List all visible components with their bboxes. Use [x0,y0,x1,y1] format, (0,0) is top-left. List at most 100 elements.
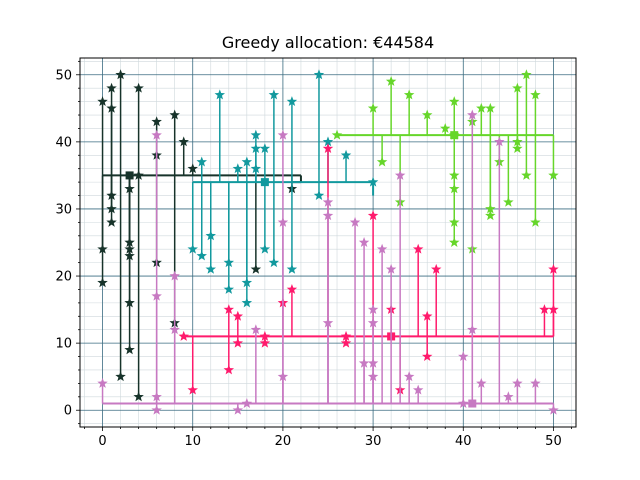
series-0-point [124,237,135,247]
series-4-hub [468,399,477,408]
series-0-point [169,109,180,120]
x-tick-label: 10 [184,434,201,449]
series-4-point [548,404,559,415]
x-tick-label: 0 [98,434,106,449]
series-4-point [503,391,514,402]
series-4-point [151,129,162,140]
series-2-point [421,109,433,120]
series-2-point [512,136,523,147]
series-1-point [268,257,280,268]
series-4-point [322,210,334,221]
series-4-point [151,404,162,415]
series-3-point [548,263,559,274]
series-1-point [313,190,325,200]
series-1-point [187,243,198,254]
series-2-point [449,169,460,180]
series-1-point [232,163,244,174]
series-0-point [124,297,135,308]
series-1-point [313,69,325,80]
series-0-point [97,277,108,288]
series-4-point [385,263,397,274]
series-1-point [205,263,216,274]
series-1-point [250,143,262,154]
series-0-point [106,190,117,200]
series-1-point [241,277,253,288]
series-4-point [458,398,469,408]
series-3-point [259,330,271,341]
series-2-point [485,210,496,221]
series-2-point [440,122,451,133]
series-4-point [476,377,487,388]
series-4-point [530,377,541,388]
series-1-point [214,89,226,100]
series-2-point [512,82,523,93]
series-0-point [115,371,126,382]
series-0-point [250,263,262,274]
series-3-point [421,351,433,361]
series-1-point [322,136,334,147]
series-0-point [106,102,117,113]
series-1-point [196,250,207,261]
series-0-point [124,250,135,261]
series-1-point [259,243,271,254]
x-tick-label: 40 [455,434,472,449]
series-0-point [124,243,135,254]
series-4-point [467,324,478,335]
series-2-point [449,216,460,227]
series-3-point [232,337,244,348]
series-0-point [133,82,144,93]
series-0-point [187,163,198,174]
series-4-point [458,351,469,361]
y-tick-label: 40 [55,135,72,150]
series-4-point [467,109,478,120]
series-2-point [530,216,541,227]
series-1-point [340,149,352,160]
series-3-point [548,304,559,315]
series-0-hub [125,171,134,180]
series-2-point [449,237,460,247]
series-2-point [521,169,532,180]
series-1-point [259,143,271,154]
series-0-point [106,203,117,214]
series-3-point [232,310,244,321]
series-0-point [178,136,189,147]
series-0-point [97,96,108,107]
series-2-point [403,89,415,100]
series-1-point [223,283,235,294]
series-4-point [367,357,379,368]
series-4-point [322,196,334,207]
series-4-point [97,377,108,388]
series-4-point [151,290,162,301]
series-3-point [340,330,352,341]
series-0-point [133,169,144,180]
series-3-point [286,283,298,294]
series-2-point [367,102,379,113]
series-4-point [376,243,388,254]
series-2-point [476,102,487,113]
y-tick-label: 50 [55,68,72,83]
series-2-point [376,156,388,167]
series-3-point [412,243,424,254]
series-0-point [106,216,117,227]
series-3-point [367,210,379,221]
series-3-point [340,337,352,348]
series-4-point [403,371,415,382]
series-3-point [259,337,271,348]
series-2-point [548,169,559,180]
x-tick-label: 50 [545,434,562,449]
series-0-point [124,183,135,194]
series-3-point [539,304,550,315]
series-4-point [367,317,379,328]
series-2-point [521,69,532,80]
series-2-point [385,75,397,86]
y-tick-label: 10 [55,337,72,352]
series-4-point [367,304,379,315]
series-4-point [277,216,289,227]
series-1-point [241,156,253,167]
series-0-point [151,116,162,127]
y-tick-label: 20 [55,270,72,285]
series-2-point [530,89,541,100]
series-4-point [277,371,289,382]
series-4-point [358,237,370,247]
series-3-point [223,304,235,315]
